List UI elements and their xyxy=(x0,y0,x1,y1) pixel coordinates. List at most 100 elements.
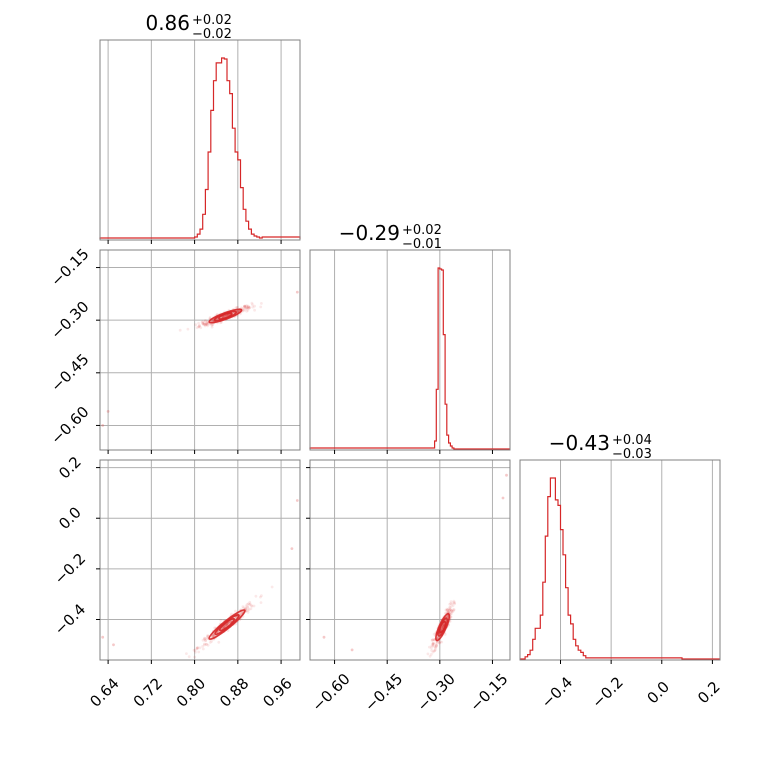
sample-point xyxy=(505,473,508,477)
sample-point xyxy=(245,306,249,309)
sample-point xyxy=(247,306,251,310)
sample-point xyxy=(430,638,434,642)
sample-point xyxy=(450,610,454,613)
sample-point xyxy=(242,606,246,610)
sample-point xyxy=(432,642,436,646)
sample-point xyxy=(252,604,256,608)
sample-point xyxy=(246,610,250,614)
sample-point xyxy=(247,602,250,606)
sample-point xyxy=(245,304,249,308)
sample-point xyxy=(246,605,249,609)
sample-point xyxy=(240,306,243,310)
sample-point xyxy=(201,638,205,642)
sample-point xyxy=(248,306,251,310)
y-tick-label: 0.2 xyxy=(55,453,85,483)
y-tick-label: −0.60 xyxy=(47,403,92,448)
y-tick-label: −0.15 xyxy=(47,245,92,290)
sample-point xyxy=(441,625,445,629)
panel-background xyxy=(100,40,300,240)
sample-point xyxy=(198,324,202,327)
sample-point xyxy=(211,323,215,326)
sample-point xyxy=(195,646,199,650)
sample-point xyxy=(193,655,197,659)
sample-point xyxy=(259,601,263,604)
sample-point xyxy=(322,635,326,639)
sample-point xyxy=(431,644,435,648)
sample-point xyxy=(185,652,188,655)
sample-point xyxy=(431,638,435,641)
sample-point xyxy=(452,609,455,613)
y-tick-label: −0.30 xyxy=(47,298,92,343)
sample-point xyxy=(448,609,451,613)
sample-point xyxy=(249,607,253,611)
sample-point xyxy=(243,305,246,309)
sample-point xyxy=(206,324,210,328)
sample-point xyxy=(442,623,445,627)
x-tick-label: 0.2 xyxy=(694,678,724,708)
sample-point xyxy=(431,638,434,642)
sample-point xyxy=(208,641,212,644)
sample-point xyxy=(193,648,197,652)
sample-point xyxy=(203,323,207,327)
density-contour xyxy=(208,609,246,640)
sample-point xyxy=(205,321,209,325)
sample-point xyxy=(223,314,227,318)
sample-point xyxy=(248,600,252,604)
sample-point xyxy=(210,319,214,323)
sample-point xyxy=(204,639,208,643)
sample-point xyxy=(230,612,233,616)
sample-point xyxy=(434,646,437,650)
sample-point xyxy=(441,624,445,628)
sample-point xyxy=(445,609,449,612)
sample-point xyxy=(210,323,214,327)
sample-point xyxy=(227,622,230,625)
pair-panel-1-2 xyxy=(306,459,511,664)
x-tick-label: 0.0 xyxy=(643,678,673,708)
sample-point xyxy=(431,642,435,646)
sample-point xyxy=(436,641,439,644)
sample-point xyxy=(206,320,209,324)
sample-point xyxy=(197,325,201,329)
sample-point xyxy=(449,608,452,612)
density-contour xyxy=(437,617,449,637)
sample-point xyxy=(202,321,206,325)
sample-point xyxy=(206,634,209,638)
sample-point xyxy=(246,608,250,612)
sample-point xyxy=(441,624,445,628)
sample-point xyxy=(203,324,207,328)
sample-point xyxy=(449,605,453,609)
sample-point xyxy=(208,316,212,319)
sample-point xyxy=(239,611,243,615)
sample-point xyxy=(435,644,438,648)
sample-point xyxy=(438,641,441,645)
density-contour xyxy=(208,308,243,324)
sample-point xyxy=(250,604,254,608)
histogram-step-line xyxy=(309,267,510,450)
sample-point xyxy=(242,307,246,311)
sample-point xyxy=(450,612,453,615)
sample-point xyxy=(350,648,354,652)
sample-point xyxy=(241,605,245,609)
sample-point xyxy=(210,325,214,329)
param-title-plus-2: +0.04 xyxy=(612,433,652,448)
sample-point xyxy=(197,325,201,328)
sample-point xyxy=(236,306,240,309)
sample-point xyxy=(244,607,248,611)
sample-point xyxy=(247,305,251,309)
sample-point xyxy=(201,647,205,651)
sample-point xyxy=(204,319,207,323)
sample-point xyxy=(201,645,205,648)
panel-frame xyxy=(99,39,301,241)
x-tick-label: −0.60 xyxy=(308,670,353,715)
sample-point xyxy=(246,306,249,310)
sample-point xyxy=(201,322,205,326)
sample-point xyxy=(222,625,226,629)
sample-point xyxy=(203,322,206,326)
sample-point xyxy=(244,604,248,608)
sample-point xyxy=(244,607,248,611)
param-title-1: −0.29 xyxy=(339,221,400,245)
sample-point xyxy=(429,653,433,656)
sample-point xyxy=(224,624,228,627)
sample-point xyxy=(211,635,215,638)
sample-point xyxy=(449,602,453,605)
